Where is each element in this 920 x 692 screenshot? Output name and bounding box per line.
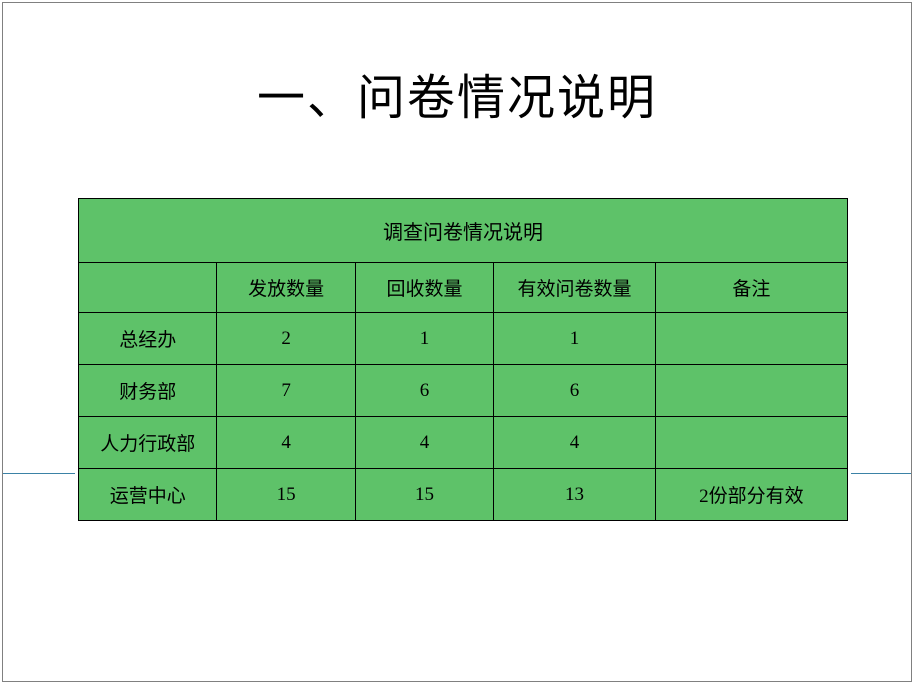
issued-cell: 7 (217, 365, 355, 417)
col-header-dept (79, 263, 217, 313)
note-cell (655, 417, 847, 469)
dept-cell: 财务部 (79, 365, 217, 417)
collected-cell: 15 (355, 469, 493, 521)
issued-cell: 4 (217, 417, 355, 469)
survey-table-container: 调查问卷情况说明 发放数量 回收数量 有效问卷数量 备注 总经办 2 1 1 财… (78, 198, 848, 521)
table-row: 财务部 7 6 6 (79, 365, 848, 417)
note-cell: 2份部分有效 (655, 469, 847, 521)
valid-cell: 4 (494, 417, 655, 469)
collected-cell: 1 (355, 313, 493, 365)
issued-cell: 15 (217, 469, 355, 521)
table-row: 人力行政部 4 4 4 (79, 417, 848, 469)
collected-cell: 4 (355, 417, 493, 469)
dept-cell: 运营中心 (79, 469, 217, 521)
survey-table: 调查问卷情况说明 发放数量 回收数量 有效问卷数量 备注 总经办 2 1 1 财… (78, 198, 848, 521)
slide-container: 一、问卷情况说明 调查问卷情况说明 发放数量 回收数量 有效问卷数量 备注 总经… (2, 2, 912, 682)
valid-cell: 1 (494, 313, 655, 365)
note-cell (655, 313, 847, 365)
dept-cell: 总经办 (79, 313, 217, 365)
col-header-collected: 回收数量 (355, 263, 493, 313)
table-title-cell: 调查问卷情况说明 (79, 199, 848, 263)
decorative-line-left (3, 473, 75, 474)
issued-cell: 2 (217, 313, 355, 365)
table-row: 运营中心 15 15 13 2份部分有效 (79, 469, 848, 521)
decorative-line-right (851, 473, 911, 474)
table-title-row: 调查问卷情况说明 (79, 199, 848, 263)
col-header-note: 备注 (655, 263, 847, 313)
collected-cell: 6 (355, 365, 493, 417)
table-column-header-row: 发放数量 回收数量 有效问卷数量 备注 (79, 263, 848, 313)
col-header-valid: 有效问卷数量 (494, 263, 655, 313)
valid-cell: 6 (494, 365, 655, 417)
valid-cell: 13 (494, 469, 655, 521)
note-cell (655, 365, 847, 417)
table-row: 总经办 2 1 1 (79, 313, 848, 365)
col-header-issued: 发放数量 (217, 263, 355, 313)
dept-cell: 人力行政部 (79, 417, 217, 469)
slide-title: 一、问卷情况说明 (3, 58, 911, 128)
